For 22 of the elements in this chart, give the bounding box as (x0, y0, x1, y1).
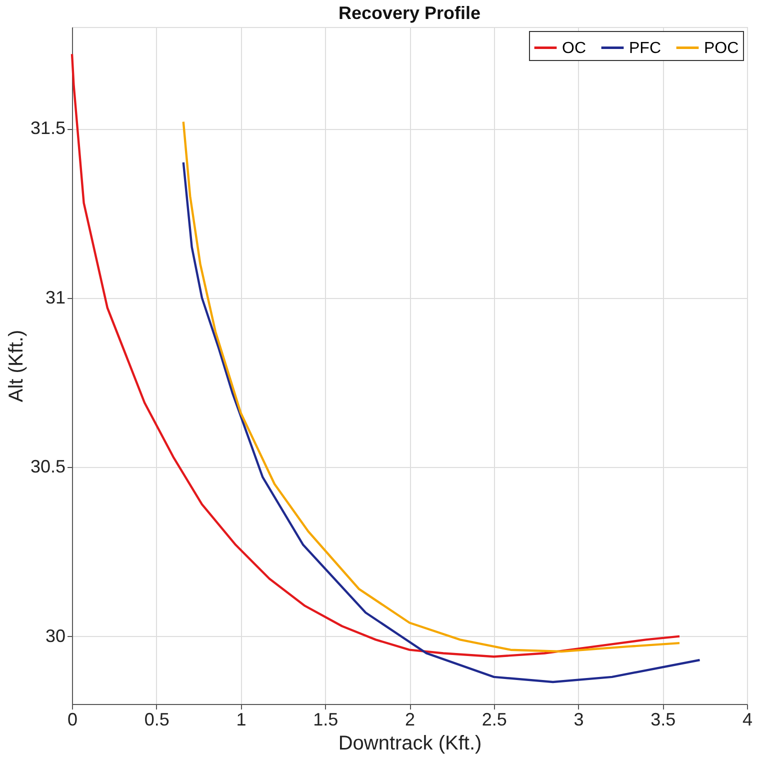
legend-label: PFC (629, 40, 661, 57)
x-tick-label: 3 (574, 710, 584, 730)
line-series (182, 120, 681, 653)
y-tick-label: 30 (45, 626, 66, 646)
y-tick-label: 30.5 (30, 456, 66, 477)
legend-label: POC (704, 40, 739, 57)
line-series (182, 161, 701, 684)
x-axis-title: Downtrack (Kft.) (338, 732, 482, 754)
x-tick-label: 2.5 (482, 710, 507, 730)
y-tick-label: 31.5 (30, 118, 66, 138)
y-tick-label: 31 (45, 287, 66, 308)
x-tick-label: 0.5 (144, 710, 170, 730)
line-series (70, 52, 681, 658)
x-tick-label: 1.5 (313, 710, 338, 730)
x-tick-label: 4 (742, 710, 753, 730)
y-axis-title: Alt (Kft.) (5, 330, 28, 402)
chart-title: Recovery Profile (338, 3, 481, 23)
legend-label: OC (562, 40, 586, 57)
x-tick-label: 3.5 (650, 710, 676, 730)
x-tick-label: 0 (67, 710, 78, 730)
x-tick-label: 2 (404, 710, 416, 730)
x-tick-label: 1 (236, 710, 246, 730)
